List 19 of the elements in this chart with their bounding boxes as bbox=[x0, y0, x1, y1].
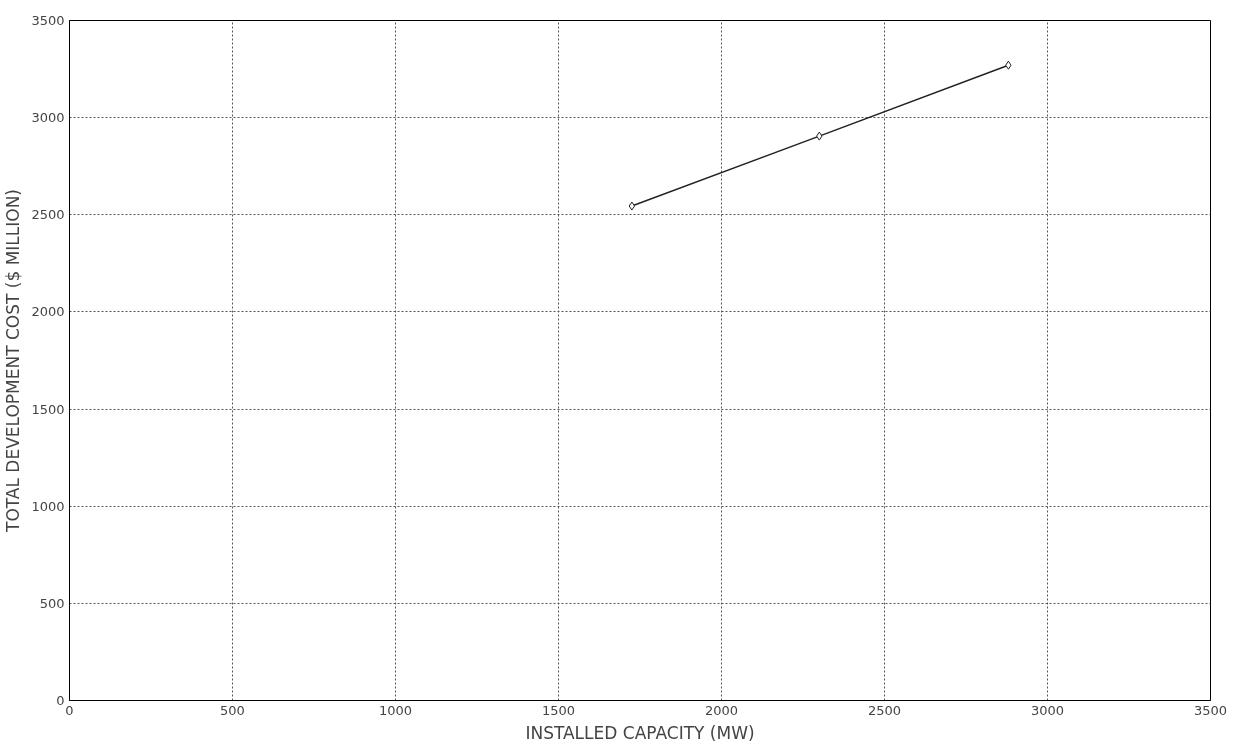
point bbox=[1005, 60, 1012, 70]
point bbox=[816, 131, 823, 141]
x-tick-label: 2500 bbox=[867, 702, 902, 718]
x-tick-label: 3000 bbox=[1030, 702, 1065, 718]
x-axis-title: INSTALLED CAPACITY (MW) bbox=[525, 722, 755, 743]
y-tick-label: 2000 bbox=[31, 304, 65, 320]
x-tick-label: 1500 bbox=[541, 702, 576, 718]
y-tick-label: 1500 bbox=[31, 401, 65, 417]
y-tick-label: 500 bbox=[39, 595, 65, 611]
y-tick-label: 1000 bbox=[31, 498, 65, 514]
y-tick-label: 3500 bbox=[31, 13, 65, 28]
y-tick-label: 3000 bbox=[31, 110, 65, 126]
x-tick-label: 2000 bbox=[704, 702, 739, 718]
y-axis-title: TOTAL DEVELOPMENT COST ($ MILLION) bbox=[3, 189, 24, 533]
x-tick-label: 500 bbox=[220, 702, 245, 718]
x-tick-label: 3500 bbox=[1193, 702, 1228, 718]
x-tick-label: 1000 bbox=[378, 702, 413, 718]
y-tick-label: 2500 bbox=[31, 207, 65, 223]
point bbox=[628, 201, 636, 211]
